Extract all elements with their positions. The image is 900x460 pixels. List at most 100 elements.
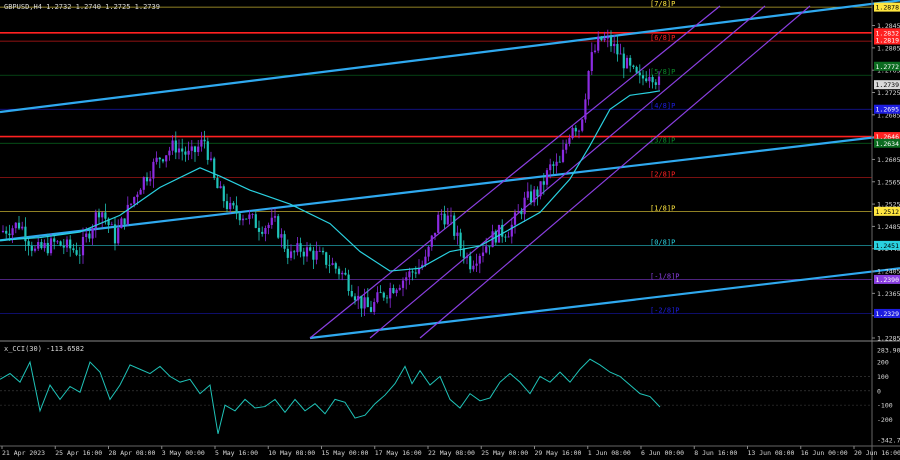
candle-body [542,181,545,185]
regression-channel-line [369,5,766,339]
cci-tick-label: -200 [877,416,893,424]
candle-body [395,289,398,294]
candle-body [561,149,565,162]
candle-body [187,150,190,155]
candle-body [257,227,261,232]
candle-body [472,265,475,270]
candle-body [574,127,577,132]
candle-body [392,288,395,294]
candle-body [641,75,645,79]
x-tick-label: 22 May 08:00 [428,449,475,457]
indicator-title: x_CCI(30) -113.6582 [4,345,85,353]
candle-body [302,251,305,257]
candle-body [94,212,97,229]
candle-body [449,215,453,217]
candle-body [398,287,401,290]
price-tag [874,2,900,12]
x-tick-label: 1 Jun 08:00 [588,449,631,457]
x-tick-label: 17 May 16:00 [375,449,422,457]
regression-channel-line [419,5,811,339]
x-tick-label: 29 May 16:00 [535,449,582,457]
x-tick-label: 5 May 16:00 [215,449,258,457]
candle-body [133,197,136,204]
candle-body [203,139,206,142]
candle-body [446,215,449,225]
candle-body [305,247,309,257]
candle-body [152,161,155,179]
murrey-level-label: [1/8]P [650,204,675,212]
candle-body [171,140,174,151]
candle-body [501,224,504,237]
candle-body [24,226,27,242]
murrey-level-label: [5/8]P [650,68,675,76]
candle-body [616,43,619,55]
candle-body [145,177,149,182]
price-tag [874,274,900,284]
candle-body [568,138,571,144]
candle-body [520,211,523,215]
y-tick-label: 1.2365 [877,290,900,298]
candle-body [360,295,363,309]
y-tick-label: 1.2805 [877,44,900,52]
candle-body [43,242,46,249]
cci-tick-label: 0 [877,387,881,395]
murrey-level-label: [0/8]P [650,238,675,246]
price-tag-label: 1.2739 [876,81,900,89]
cci-tick-label: 283.9004 [877,347,900,355]
candle-body [433,232,437,236]
candle-body [545,170,549,185]
price-tag-label: 1.2832 [876,29,900,37]
candle-body [337,268,341,275]
candle-body [481,252,485,256]
x-tick-label: 16 Jun 00:00 [801,449,848,457]
cci-pane [0,358,872,434]
chart-title: GBPUSD,H4 1.2732 1.2740 1.2725 1.2739 [4,3,160,11]
price-tag [874,35,900,45]
murrey-level-label: [3/8]P [650,136,675,144]
candle-body [120,218,123,229]
x-tick-label: 20 Jun 16:00 [854,449,900,457]
candle-body [341,272,344,275]
candle-body [609,36,613,47]
candle-body [440,213,443,215]
candle-body [536,189,539,197]
price-tag-label: 1.2772 [876,63,900,71]
candle-body [347,274,350,292]
price-tag-label: 1.2646 [876,133,900,141]
cci-tick-label: -100 [877,402,893,410]
candle-body [318,250,321,252]
candle-body [17,222,21,229]
x-tick-label: 8 Jun 16:00 [694,449,737,457]
candle-body [155,157,158,162]
candle-body [526,191,529,198]
candle-body [529,191,533,203]
candle-body [181,148,184,152]
candle-body [459,232,462,249]
y-tick-label: 1.2725 [877,89,900,97]
candle-body [645,78,648,82]
candle-body [248,214,251,219]
candle-body [584,99,587,120]
candle-body [510,224,513,237]
cci-tick-label: 200 [877,359,889,367]
candle-body [197,146,200,153]
candle-body [165,155,168,162]
candle-body [190,146,193,151]
x-tick-label: 21 Apr 2023 [2,449,45,457]
candle-body [14,222,17,229]
candle-body [241,218,245,221]
candle-body [91,228,94,239]
candle-body [539,181,542,197]
candle-body [139,189,142,195]
price-tag-label: 1.2819 [876,37,900,45]
candle-body [254,214,257,228]
x-tick-label: 6 Jun 00:00 [641,449,684,457]
candle-body [72,248,75,251]
candle-body [75,250,78,255]
candle-body [382,292,385,298]
candle-body [33,248,37,251]
candle-body [600,36,603,41]
candle-body [507,236,510,238]
price-tag [874,61,900,71]
price-tag-label: 1.2695 [876,106,900,114]
